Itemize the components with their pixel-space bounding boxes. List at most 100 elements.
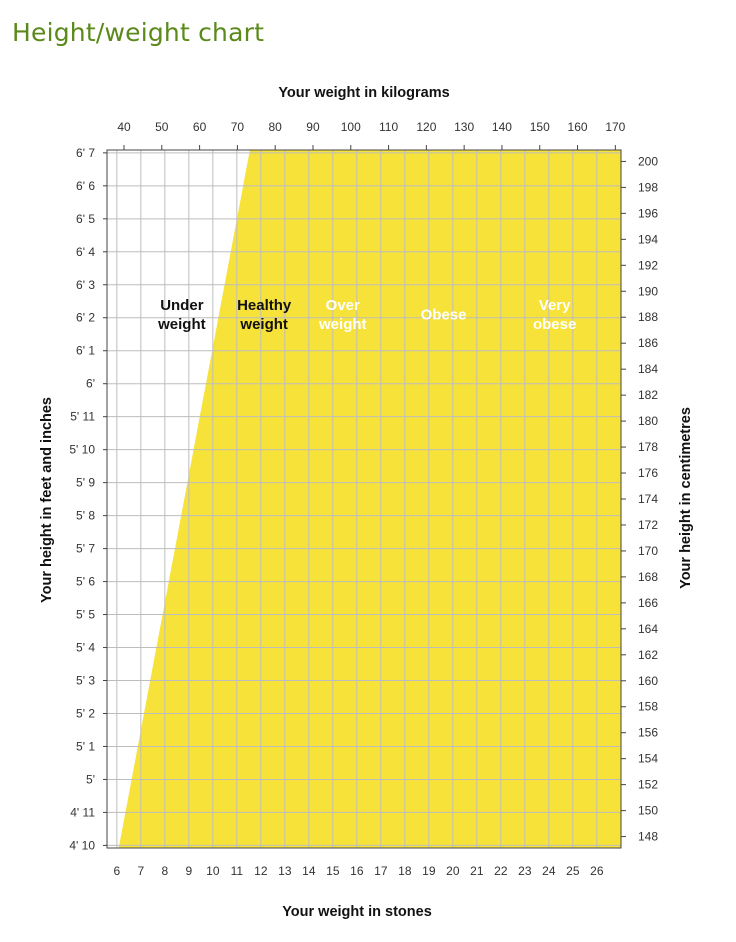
cm-tick-label: 200 [638, 154, 658, 168]
kg-tick-label: 120 [416, 120, 436, 134]
cm-tick-label: 176 [638, 466, 658, 480]
kg-tick-label: 90 [306, 120, 320, 134]
zone-labels: Under weight Healthy weight Over weight Obese V… [157, 297, 576, 333]
zone-label-over-weight: Over [326, 297, 360, 314]
stone-tick-label: 26 [590, 864, 604, 878]
cm-tick-label: 192 [638, 258, 658, 272]
ft-tick-label: 5' 6 [76, 575, 95, 589]
cm-tick-label: 184 [638, 362, 658, 376]
cm-tick-label: 150 [638, 804, 658, 818]
stone-tick-label: 12 [254, 864, 268, 878]
ft-tick-label: 6' 5 [76, 212, 95, 226]
kg-tick-label: 130 [454, 120, 474, 134]
zone-label-under-weight: Under [160, 297, 204, 314]
kg-tick-label: 110 [379, 120, 398, 134]
cm-tick-label: 152 [638, 778, 658, 792]
ft-tick-label: 6' [86, 377, 95, 391]
zone-healthy-weight-area [118, 150, 621, 848]
cm-tick-label: 164 [638, 622, 658, 636]
tick-labels: 40 50 60 70 80 90 100 110 120 130 140 150 160 170 6 7 8 9… [69, 120, 658, 878]
zone-label-healthy-weight: weight [239, 316, 288, 333]
ft-tick-label: 5' 9 [76, 476, 95, 490]
ft-tick-label: 5' 8 [76, 509, 95, 523]
kg-tick-label: 70 [231, 120, 245, 134]
right-axis-title: Your height in centimetres [678, 407, 694, 589]
top-axis-title: Your weight in kilograms [278, 85, 449, 101]
grid-lines [103, 145, 626, 849]
ft-tick-label: 5' 11 [70, 410, 95, 424]
stone-tick-label: 8 [161, 864, 168, 878]
stone-tick-label: 14 [302, 864, 316, 878]
ft-tick-label: 6' 3 [76, 278, 95, 292]
cm-tick-label: 172 [638, 518, 658, 532]
ft-tick-label: 5' 5 [76, 608, 95, 622]
zone-label-very-obese: obese [533, 316, 576, 333]
kg-tick-label: 60 [193, 120, 207, 134]
stone-tick-label: 11 [231, 864, 244, 878]
kg-tick-label: 40 [117, 120, 131, 134]
cm-tick-label: 198 [638, 180, 658, 194]
cm-tick-label: 156 [638, 726, 658, 740]
stone-tick-label: 16 [350, 864, 364, 878]
stone-tick-label: 21 [470, 864, 484, 878]
ft-tick-label: 5' 4 [76, 641, 95, 655]
ft-tick-label: 5' 7 [76, 542, 95, 556]
kg-tick-label: 150 [530, 120, 550, 134]
kg-tick-label: 50 [155, 120, 169, 134]
left-axis-title: Your height in feet and inches [39, 397, 55, 603]
ft-tick-label: 5' 3 [76, 674, 95, 688]
kg-tick-label: 170 [605, 120, 625, 134]
stone-tick-label: 24 [542, 864, 556, 878]
page-title: Height/weight chart [12, 18, 265, 47]
cm-tick-label: 174 [638, 492, 658, 506]
cm-tick-label: 170 [638, 544, 658, 558]
kg-tick-label: 80 [269, 120, 283, 134]
zone-label-healthy-weight: Healthy [237, 297, 292, 314]
zone-areas [107, 150, 621, 848]
cm-tick-label: 186 [638, 336, 658, 350]
cm-tick-label: 180 [638, 414, 658, 428]
cm-tick-label: 182 [638, 388, 658, 402]
cm-tick-label: 162 [638, 648, 658, 662]
ft-tick-label: 6' 6 [76, 179, 95, 193]
zone-label-under-weight: weight [157, 316, 206, 333]
stone-tick-label: 23 [518, 864, 532, 878]
cm-tick-label: 158 [638, 700, 658, 714]
ft-tick-label: 6' 4 [76, 245, 95, 259]
cm-tick-label: 168 [638, 570, 658, 584]
stone-tick-label: 18 [398, 864, 412, 878]
stone-tick-label: 20 [446, 864, 460, 878]
cm-tick-label: 160 [638, 674, 658, 688]
stone-tick-label: 10 [206, 864, 220, 878]
stone-tick-label: 7 [137, 864, 144, 878]
cm-tick-label: 166 [638, 596, 658, 610]
ft-tick-label: 5' 1 [76, 739, 95, 753]
cm-tick-label: 154 [638, 752, 658, 766]
kg-tick-label: 100 [341, 120, 361, 134]
zone-label-very-obese: Very [539, 297, 571, 314]
stone-tick-label: 22 [494, 864, 508, 878]
ft-tick-label: 6' 2 [76, 311, 95, 325]
stone-tick-label: 25 [566, 864, 580, 878]
stone-tick-label: 13 [278, 864, 292, 878]
kg-tick-label: 140 [492, 120, 512, 134]
ft-tick-label: 4' 11 [70, 805, 95, 819]
stone-tick-label: 6 [113, 864, 120, 878]
bottom-axis-title: Your weight in stones [282, 904, 432, 920]
cm-tick-label: 196 [638, 206, 658, 220]
cm-tick-label: 194 [638, 232, 658, 246]
ft-tick-label: 6' 7 [76, 146, 95, 160]
cm-tick-label: 178 [638, 440, 658, 454]
kg-tick-label: 160 [568, 120, 588, 134]
ft-tick-label: 5' 10 [69, 443, 95, 457]
stone-tick-label: 19 [422, 864, 436, 878]
cm-tick-label: 148 [638, 830, 658, 844]
ft-tick-label: 5' 2 [76, 706, 95, 720]
cm-tick-label: 188 [638, 310, 658, 324]
stone-tick-label: 17 [374, 864, 388, 878]
cm-tick-label: 190 [638, 284, 658, 298]
ft-tick-label: 6' 1 [76, 344, 95, 358]
ft-tick-label: 5' [86, 772, 95, 786]
stone-tick-label: 9 [185, 864, 192, 878]
